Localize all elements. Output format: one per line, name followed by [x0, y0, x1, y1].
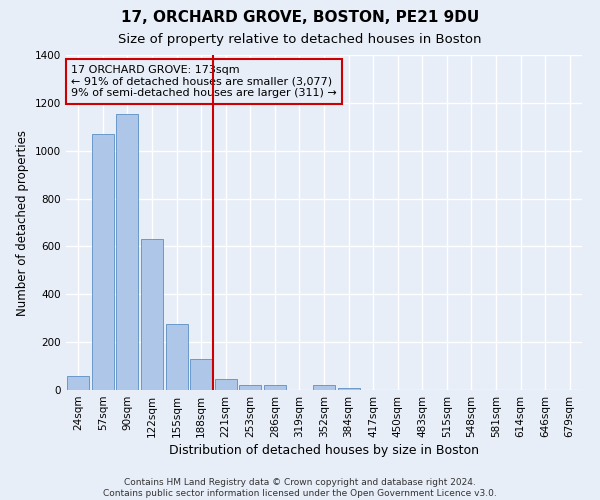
Bar — [116, 114, 139, 390]
Text: 17, ORCHARD GROVE, BOSTON, PE21 9DU: 17, ORCHARD GROVE, BOSTON, PE21 9DU — [121, 10, 479, 25]
Bar — [239, 385, 262, 390]
Bar — [141, 240, 163, 390]
Bar — [338, 388, 359, 390]
Bar — [215, 379, 237, 390]
Text: Contains HM Land Registry data © Crown copyright and database right 2024.
Contai: Contains HM Land Registry data © Crown c… — [103, 478, 497, 498]
Bar — [264, 385, 286, 390]
Bar — [190, 359, 212, 390]
X-axis label: Distribution of detached houses by size in Boston: Distribution of detached houses by size … — [169, 444, 479, 457]
Bar — [166, 324, 188, 390]
Text: Size of property relative to detached houses in Boston: Size of property relative to detached ho… — [118, 32, 482, 46]
Bar — [313, 385, 335, 390]
Y-axis label: Number of detached properties: Number of detached properties — [16, 130, 29, 316]
Bar — [92, 134, 114, 390]
Text: 17 ORCHARD GROVE: 173sqm
← 91% of detached houses are smaller (3,077)
9% of semi: 17 ORCHARD GROVE: 173sqm ← 91% of detach… — [71, 65, 337, 98]
Bar — [67, 376, 89, 390]
